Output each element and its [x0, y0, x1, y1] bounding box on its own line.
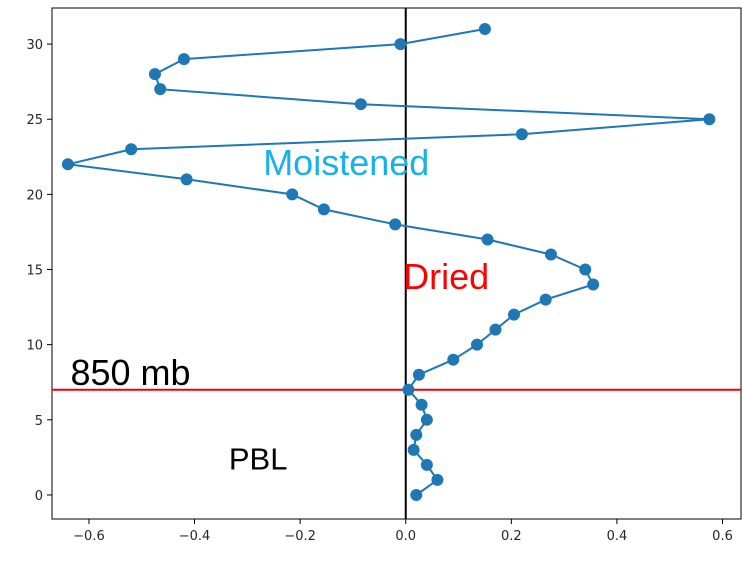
data-point	[587, 278, 600, 291]
data-point	[394, 38, 407, 51]
axes-frame	[51, 7, 742, 520]
annotation-dried: Dried	[403, 256, 489, 297]
y-tick-label: 20	[26, 188, 43, 203]
data-point	[407, 443, 420, 456]
x-tick-label: −0.2	[284, 529, 316, 544]
data-point	[410, 488, 423, 501]
x-tick-label: 0.4	[607, 529, 628, 544]
data-point	[154, 83, 167, 96]
y-tick-label: 0	[35, 489, 43, 504]
data-point	[125, 143, 138, 156]
series-line	[67, 28, 710, 496]
series-layer	[61, 23, 716, 501]
data-point	[515, 128, 528, 141]
data-point	[415, 398, 428, 411]
y-tick-label: 30	[26, 38, 43, 53]
data-point	[354, 98, 367, 111]
data-point	[286, 188, 299, 201]
data-point	[703, 113, 716, 126]
data-point	[447, 353, 460, 366]
data-point	[61, 158, 74, 171]
reference-lines	[52, 8, 741, 519]
y-tick-label: 5	[35, 414, 43, 429]
data-point	[412, 368, 425, 381]
x-tick-label: 0.2	[501, 529, 522, 544]
x-tick-label: 0.0	[395, 529, 416, 544]
data-point	[471, 338, 484, 351]
data-point	[420, 458, 433, 471]
data-point	[317, 203, 330, 216]
data-point	[489, 323, 502, 336]
data-point	[544, 248, 557, 261]
data-point	[478, 23, 491, 36]
annotation-850-mb: 850 mb	[70, 352, 190, 393]
y-tick-label: 25	[26, 113, 43, 128]
y-tick-label: 15	[26, 264, 43, 279]
data-point	[420, 413, 433, 426]
x-axis: −0.6 −0.4 −0.2 0.0 0.2 0.4 0.6	[73, 519, 733, 544]
data-point	[402, 383, 415, 396]
data-point	[481, 233, 494, 246]
data-point	[389, 218, 402, 231]
plot-frame	[51, 7, 742, 520]
data-point	[180, 173, 193, 186]
x-tick-label: −0.6	[73, 529, 105, 544]
data-point	[177, 53, 190, 66]
annotation-pbl: PBL	[229, 441, 288, 476]
x-tick-label: 0.6	[712, 529, 733, 544]
y-tick-label: 10	[26, 339, 43, 354]
data-point	[431, 473, 444, 486]
x-tick-label: −0.4	[179, 529, 211, 544]
data-point	[410, 428, 423, 441]
data-point	[148, 68, 161, 81]
annotation-layer: Moistened Dried 850 mb PBL	[70, 142, 489, 477]
data-point	[507, 308, 520, 321]
annotation-moistened: Moistened	[263, 142, 429, 183]
data-point	[579, 263, 592, 276]
y-axis: 0 5 10 15 20 25 30	[26, 38, 52, 504]
data-point	[539, 293, 552, 306]
